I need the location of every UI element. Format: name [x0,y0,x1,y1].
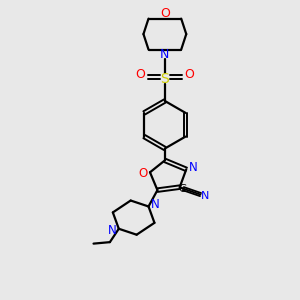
Text: O: O [139,167,148,180]
Text: O: O [160,7,170,20]
Text: S: S [160,72,169,86]
Text: N: N [151,199,159,212]
Text: O: O [184,68,194,81]
Text: N: N [188,161,197,174]
Text: O: O [136,68,146,81]
Text: N: N [108,224,117,237]
Text: C: C [178,184,186,194]
Text: N: N [201,191,209,201]
Text: N: N [160,48,170,62]
